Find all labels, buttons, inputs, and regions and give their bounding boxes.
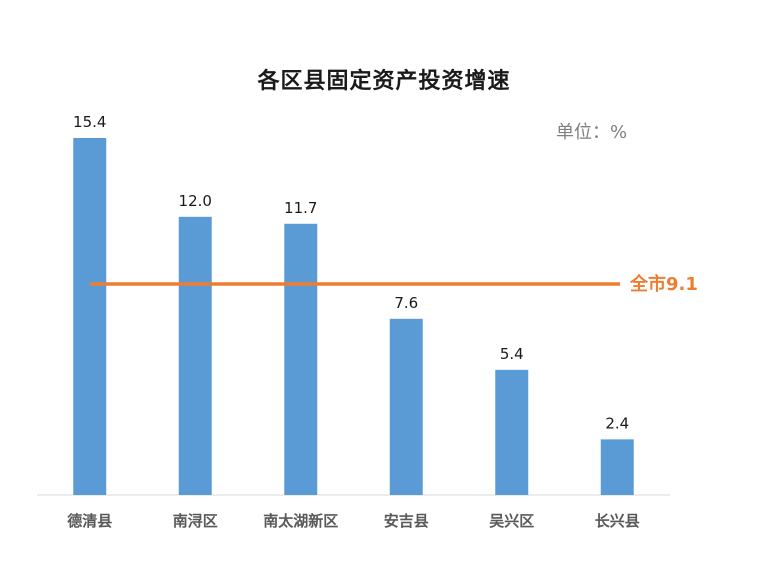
- x-tick-label-3: 安吉县: [384, 512, 429, 530]
- value-label-4: 5.4: [500, 345, 524, 363]
- reference-line-label: 全市9.1: [629, 273, 698, 295]
- value-label-5: 2.4: [605, 414, 629, 432]
- x-tick-label-4: 吴兴区: [489, 512, 534, 530]
- x-tick-labels-group: 德清县 南浔区 南太湖新区 安吉县 吴兴区 长兴县: [67, 512, 640, 530]
- reference-line-group: 全市9.1: [90, 273, 698, 295]
- value-labels-group: 15.4 12.0 11.7 7.6 5.4 2.4: [73, 113, 629, 432]
- bar-5: [600, 439, 634, 495]
- bar-1: [178, 216, 212, 495]
- bar-0: [73, 138, 107, 495]
- bar-4: [495, 369, 529, 495]
- x-tick-label-0: 德清县: [67, 512, 112, 530]
- bars-group: [73, 138, 634, 496]
- x-tick-label-5: 长兴县: [595, 512, 640, 530]
- value-label-1: 12.0: [179, 192, 212, 210]
- unit-label: 单位：%: [556, 122, 628, 143]
- bar-2: [284, 223, 318, 496]
- value-label-3: 7.6: [394, 294, 418, 312]
- chart-title: 各区县固定资产投资增速: [257, 69, 511, 94]
- x-tick-label-2: 南太湖新区: [263, 512, 338, 530]
- value-label-0: 15.4: [73, 113, 106, 131]
- x-tick-label-1: 南浔区: [173, 512, 218, 530]
- value-label-2: 11.7: [284, 199, 317, 217]
- bar-3: [389, 318, 423, 495]
